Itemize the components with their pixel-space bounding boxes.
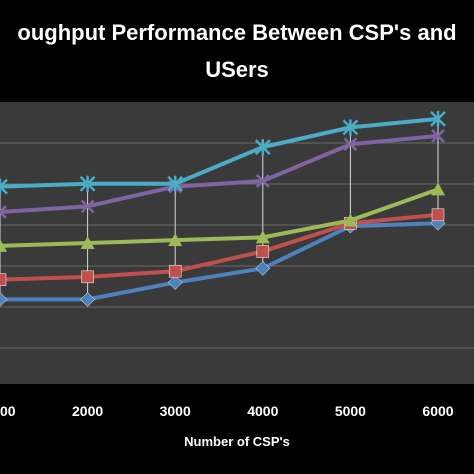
series-4-point-1000: [0, 178, 8, 195]
series-3-line: [0, 133, 439, 214]
series-2-point-6000: [431, 182, 445, 196]
series-0-line: [0, 221, 439, 302]
series-4-point-4000: [254, 139, 271, 156]
series-3-point-2000: [80, 199, 95, 214]
x-tick-label-4000: 4000: [247, 403, 278, 419]
x-tick-label-1000: 1000: [0, 403, 16, 419]
series-1-point-1000: [0, 273, 7, 286]
series-4-point-5000: [342, 119, 359, 136]
series-4-point-6000: [430, 110, 446, 127]
series-4-point-2000: [79, 175, 96, 192]
series-2-point-5000: [343, 213, 358, 227]
series-0-point-3000: [167, 275, 183, 290]
x-tick-label-3000: 3000: [160, 403, 191, 419]
series-3-point-6000: [431, 128, 445, 143]
series-2-point-1000: [0, 238, 7, 252]
series-2-point-3000: [168, 233, 183, 247]
series-2-line: [0, 187, 439, 248]
series-3-point-1000: [0, 205, 7, 219]
series-1-line: [0, 212, 439, 282]
series-4-point-3000: [167, 175, 184, 192]
x-tick-label-5000: 5000: [335, 403, 366, 419]
chart-title-line-2: USers: [205, 57, 269, 82]
series-3-point-4000: [255, 174, 270, 188]
series-0-point-1000: [0, 292, 8, 307]
series-0-point-4000: [255, 261, 271, 276]
series-4-line: [0, 116, 439, 189]
chart-title-line-1: oughput Performance Between CSP's and: [17, 20, 456, 45]
series-2-point-2000: [80, 236, 95, 249]
x-tick-label-2000: 2000: [72, 403, 103, 419]
series-1-point-6000: [431, 208, 445, 222]
x-axis-label: Number of CSP's: [184, 434, 290, 449]
series-2-point-4000: [255, 230, 270, 244]
series-1-point-4000: [256, 245, 270, 258]
series-0-point-2000: [80, 292, 95, 307]
series-1-point-3000: [168, 264, 182, 278]
x-tick-label-6000: 6000: [422, 403, 453, 419]
x-tick-labels: 1000 2000 3000 4000 5000 6000: [0, 403, 454, 419]
series-group: [0, 110, 446, 307]
series-1-point-2000: [81, 270, 94, 284]
series-3-point-5000: [343, 137, 358, 152]
